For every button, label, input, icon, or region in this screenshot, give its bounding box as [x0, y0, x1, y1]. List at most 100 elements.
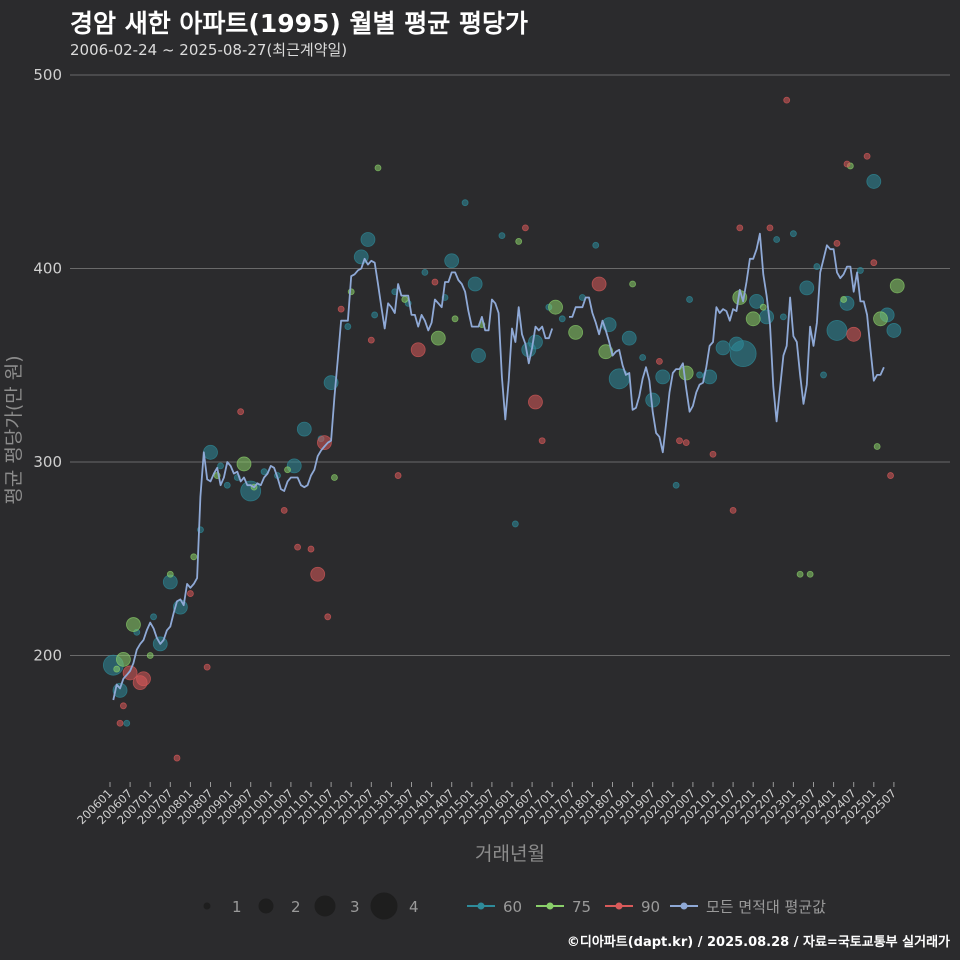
legend-label-0: 60 [503, 898, 522, 916]
point-90-18 [410, 342, 426, 358]
point-90-34 [846, 326, 862, 342]
point-90-36 [870, 259, 878, 267]
point-60-56 [779, 313, 787, 321]
point-75-7 [236, 456, 252, 472]
point-60-45 [655, 369, 671, 385]
x-tick-labels: 2006012006072007012007072008012008072009… [74, 782, 899, 827]
point-60-30 [467, 276, 483, 292]
legend-label-3: 모든 면적대 평균값 [706, 898, 826, 916]
chart-subtitle: 2006-02-24 ~ 2025-08-27(최근계약일) [70, 41, 348, 59]
point-60-60 [820, 371, 827, 379]
point-90-26 [682, 439, 690, 447]
point-90-23 [591, 276, 607, 292]
point-75-3 [146, 652, 154, 659]
point-60-2 [123, 719, 131, 727]
point-60-59 [813, 263, 821, 270]
point-90-5 [173, 754, 181, 762]
legend: 1 2 3 4 60 75 90 모든 면적대 평균값 [203, 892, 826, 920]
credit-line: ©디아파트(dapt.kr) / 2025.08.28 / 자료=국토교통부 실… [566, 935, 950, 950]
point-75-20 [598, 344, 614, 360]
legend-swatch-dot-1 [546, 902, 554, 910]
size-legend-label-1: 1 [232, 898, 242, 916]
point-60-64 [866, 174, 882, 189]
point-75-12 [374, 164, 382, 172]
point-75-26 [796, 570, 804, 578]
point-90-17 [394, 472, 402, 479]
size-legend-label-2: 2 [291, 898, 301, 916]
chart-title: 경암 새한 아파트(1995) 월별 평균 평당가 [70, 9, 528, 38]
point-60-26 [421, 268, 429, 276]
y-tick-200: 200 [33, 647, 62, 665]
point-60-22 [360, 232, 376, 247]
point-75-1 [116, 651, 131, 667]
point-90-8 [237, 408, 245, 416]
y-axis-label: 평균 평당가(만 원) [3, 355, 25, 504]
point-90-4 [136, 671, 151, 687]
grid-lines [70, 74, 950, 656]
y-tick-400: 400 [33, 260, 62, 278]
point-90-1 [120, 702, 127, 710]
point-60-57 [790, 230, 797, 238]
point-90-16 [367, 336, 375, 344]
point-75-24 [745, 311, 761, 327]
point-60-61 [826, 320, 848, 341]
point-90-35 [863, 152, 871, 160]
size-legend-dot-4 [370, 892, 398, 920]
x-axis-label: 거래년월 [475, 843, 545, 865]
point-60-53 [749, 293, 764, 309]
point-60-9 [203, 444, 218, 460]
point-75-15 [451, 315, 459, 323]
point-60-39 [592, 241, 600, 249]
legend-swatch-dot-0 [477, 902, 485, 910]
point-60-14 [260, 468, 268, 476]
point-60-33 [511, 520, 519, 528]
point-60-17 [296, 421, 312, 437]
point-90-0 [116, 719, 124, 727]
point-60-4 [150, 613, 157, 621]
point-75-32 [889, 278, 905, 294]
point-60-55 [773, 236, 781, 243]
point-60-28 [444, 253, 460, 269]
point-60-32 [498, 232, 506, 240]
legend-swatch-dot-2 [615, 902, 623, 910]
average-line-0 [112, 257, 554, 701]
point-60-49 [702, 369, 718, 385]
point-75-13 [401, 296, 409, 303]
point-75-9 [284, 466, 291, 474]
point-90-25 [676, 437, 683, 445]
point-75-4 [166, 570, 174, 578]
point-90-13 [316, 435, 332, 451]
point-60-52 [729, 340, 757, 368]
point-75-28 [840, 296, 848, 303]
point-60-41 [608, 368, 630, 390]
size-legend-label-3: 3 [350, 898, 360, 916]
point-60-10 [217, 462, 224, 470]
point-90-6 [186, 590, 194, 597]
point-75-31 [873, 311, 888, 327]
size-legend-dot-3 [314, 895, 336, 917]
point-60-11 [223, 481, 231, 489]
point-60-23 [371, 311, 379, 319]
point-90-14 [324, 613, 332, 621]
point-75-18 [548, 299, 563, 315]
point-75-0 [113, 665, 121, 673]
point-90-22 [538, 437, 546, 445]
point-90-31 [783, 96, 791, 104]
point-60-31 [471, 348, 486, 363]
average-line-1 [569, 232, 885, 454]
point-90-19 [431, 278, 439, 286]
point-90-29 [736, 224, 744, 232]
legend-label-2: 90 [641, 898, 660, 916]
point-60-48 [696, 371, 703, 379]
point-90-15 [337, 305, 345, 313]
point-90-32 [833, 239, 841, 247]
point-90-7 [203, 663, 211, 671]
point-90-20 [522, 224, 529, 232]
point-60-54 [759, 309, 774, 325]
scatter-points [102, 96, 905, 762]
point-60-43 [639, 354, 647, 361]
point-75-27 [806, 570, 814, 578]
point-90-21 [528, 394, 543, 410]
